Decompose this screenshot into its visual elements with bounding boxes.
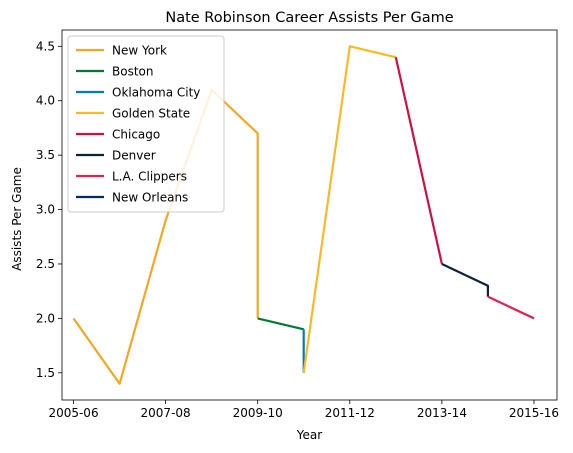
- legend-label-boston: Boston: [112, 65, 153, 79]
- series-line-chicago: [394, 56, 443, 265]
- y-tick-label: 4.0: [36, 94, 55, 108]
- series-line-denver: [441, 263, 489, 297]
- x-tick-label: 2013-14: [417, 406, 467, 420]
- y-tick-label: 1.5: [36, 366, 55, 380]
- series-line-boston: [257, 317, 304, 331]
- legend: New York Boston Oklahoma City Golden State C…: [67, 35, 225, 213]
- series-line-l-a-clippers: [487, 295, 535, 320]
- legend-label-new-york: New York: [112, 44, 167, 58]
- y-ticks: 1.5 2.0 2.5 3.0 3.5 4.0 4.5: [36, 39, 62, 380]
- x-tick-label: 2015-16: [509, 406, 559, 420]
- x-tick-label: 2005-06: [48, 406, 98, 420]
- x-tick-label: 2011-12: [325, 406, 375, 420]
- legend-label-denver: Denver: [112, 149, 156, 163]
- x-tick-label: 2007-08: [141, 406, 191, 420]
- x-ticks: 2005-06 2007-08 2009-10 2011-12 2013-14 2015-…: [48, 400, 559, 420]
- legend-label-chicago: Chicago: [112, 128, 160, 142]
- legend-label-golden-state: Golden State: [112, 107, 190, 121]
- plot-frame: [61, 29, 558, 401]
- chart-title: Nate Robinson Career Assists Per Game: [165, 10, 453, 26]
- y-axis-label: Assists Per Game: [10, 167, 24, 271]
- legend-box: [67, 35, 225, 213]
- legend-label-new-orleans: New Orleans: [112, 191, 188, 205]
- legend-label-oklahoma-city: Oklahoma City: [112, 86, 200, 100]
- x-tick-label: 2009-10: [233, 406, 283, 420]
- x-axis-label: Year: [296, 428, 322, 442]
- y-tick-label: 2.0: [36, 311, 55, 325]
- legend-label-l-a-clippers: L.A. Clippers: [112, 170, 187, 184]
- y-tick-label: 3.0: [36, 203, 55, 217]
- y-tick-label: 3.5: [36, 148, 55, 162]
- series-line-golden-state: [302, 45, 397, 373]
- y-tick-label: 4.5: [36, 39, 55, 53]
- y-tick-label: 2.5: [36, 257, 55, 271]
